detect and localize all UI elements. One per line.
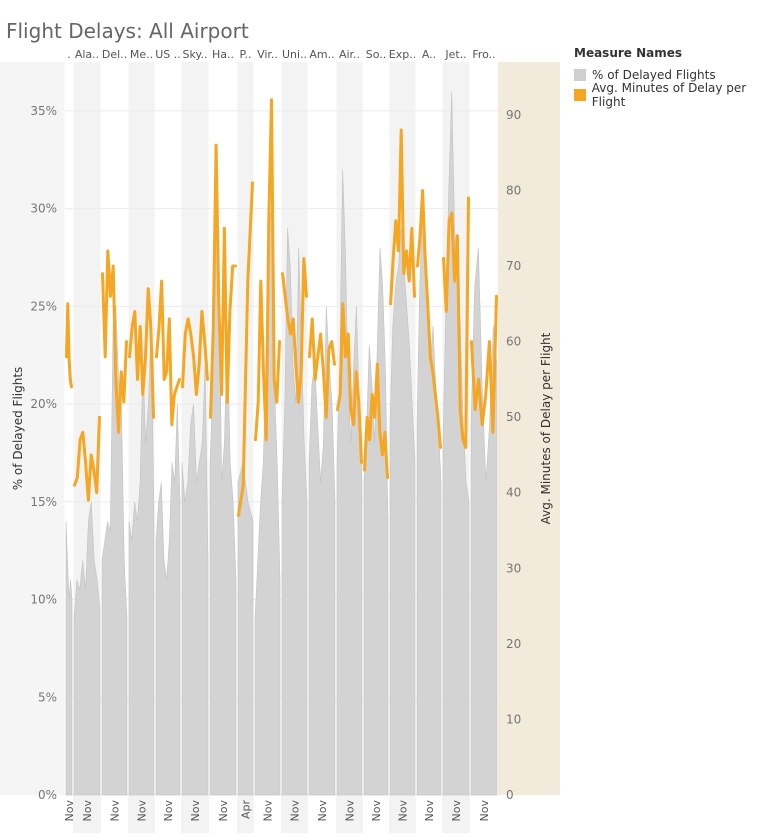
right-axis-tick-label: 30	[506, 561, 521, 575]
left-axis-title: % of Delayed Flights	[11, 367, 25, 491]
legend-label-delayed-pct: % of Delayed Flights	[592, 68, 716, 82]
airline-header: Jet..	[444, 48, 466, 61]
right-axis-tick-label: 50	[506, 410, 521, 424]
left-axis-tick-label: 30%	[30, 202, 57, 216]
left-axis-panel	[0, 62, 65, 795]
right-axis-tick-label: 80	[506, 183, 521, 197]
x-tick-label: Nov	[162, 800, 175, 822]
airline-header: P..	[240, 48, 252, 61]
avg-minutes-line-6	[209, 143, 237, 419]
right-axis-tick-label: 0	[506, 788, 514, 802]
right-axis-tick-label: 90	[506, 108, 521, 122]
x-tick-label: Nov	[217, 800, 230, 822]
avg-minutes-line-13	[389, 128, 416, 306]
right-axis-tick-label: 40	[506, 486, 521, 500]
airline-header: US ..	[155, 48, 181, 61]
right-axis-tick-label: 20	[506, 637, 521, 651]
x-tick-label: Nov	[81, 800, 94, 822]
left-axis-tick-label: 35%	[30, 104, 57, 118]
x-tick-label: Nov	[289, 800, 302, 822]
right-axis-panel	[498, 62, 560, 795]
avg-minutes-line-2	[101, 249, 128, 434]
x-tick-label: Nov	[450, 800, 463, 822]
avg-minutes-line-11	[336, 302, 363, 464]
x-tick-label: Nov	[370, 800, 383, 822]
delayed-pct-area-14	[416, 208, 442, 796]
x-tick-label: Nov	[136, 800, 149, 822]
avg-minutes-line-1	[73, 415, 101, 502]
delayed-pct-area-3	[128, 325, 155, 796]
airline-header: Uni..	[282, 48, 307, 61]
x-tick-label: Nov	[63, 800, 76, 822]
airline-header: Air..	[339, 48, 360, 61]
airline-header: Vir..	[257, 48, 278, 61]
x-tick-label: Nov	[262, 800, 275, 822]
right-axis-title: Avg. Minutes of Delay per Flight	[539, 332, 553, 524]
left-axis-tick-label: 5%	[38, 690, 57, 704]
avg-minutes-line-14	[416, 189, 442, 449]
airline-header: Am..	[309, 48, 334, 61]
avg-minutes-line-12	[363, 362, 389, 480]
x-tick-label: Apr	[240, 800, 253, 820]
delayed-pct-area-10	[308, 306, 336, 796]
avg-minutes-line-10	[308, 317, 336, 419]
airline-header: Sky..	[183, 48, 208, 61]
delayed-pct-area-13	[389, 228, 416, 796]
airline-header: Me..	[130, 48, 153, 61]
chart-title: Flight Delays: All Airport	[6, 19, 249, 44]
x-tick-label: Nov	[316, 800, 329, 822]
left-axis-tick-label: 25%	[30, 299, 57, 313]
airline-header: Fro..	[472, 48, 495, 61]
left-axis-tick-label: 20%	[30, 397, 57, 411]
delayed-pct-area-16	[470, 247, 498, 796]
left-axis-tick-label: 15%	[30, 495, 57, 509]
avg-minutes-line-0	[65, 302, 73, 389]
avg-minutes-line-9	[281, 257, 308, 404]
airline-header: Exp..	[389, 48, 416, 61]
delayed-pct-area-0	[65, 521, 73, 796]
x-tick-label: Nov	[109, 800, 122, 822]
legend-swatch-gray	[574, 69, 586, 81]
left-axis-tick-label: 0%	[38, 788, 57, 802]
airline-header: Ala..	[75, 48, 99, 61]
airline-header: Del..	[102, 48, 127, 61]
x-tick-label: Nov	[478, 800, 491, 822]
avg-minutes-line-4	[155, 279, 181, 427]
x-tick-label: Nov	[397, 800, 410, 822]
right-axis-tick-label: 70	[506, 259, 521, 273]
legend: Measure Names % of Delayed Flights Avg. …	[574, 46, 780, 109]
delayed-pct-area-4	[155, 404, 181, 796]
airline-header: Ha..	[212, 48, 234, 61]
legend-label-avg-minutes: Avg. Minutes of Delay per Flight	[591, 81, 747, 109]
legend-swatch-orange	[574, 89, 586, 101]
avg-minutes-line-15	[442, 196, 470, 449]
x-tick-label: Nov	[189, 800, 202, 822]
delayed-pct-area-2	[101, 306, 128, 796]
avg-minutes-line-5	[181, 309, 209, 396]
airline-header: So..	[366, 48, 387, 61]
avg-minutes-line-16	[470, 294, 498, 434]
right-axis-tick-label: 60	[506, 335, 521, 349]
delayed-pct-area-1	[73, 501, 101, 796]
legend-item-avg-minutes[interactable]: Avg. Minutes of Delay per Flight	[574, 81, 780, 109]
avg-minutes-line-3	[128, 287, 155, 419]
x-tick-label: Nov	[344, 800, 357, 822]
x-tick-label: Nov	[423, 800, 436, 822]
airline-header: .	[67, 48, 71, 61]
delayed-pct-area-12	[363, 247, 389, 796]
right-axis-tick-label: 10	[506, 712, 521, 726]
avg-minutes-line-8	[254, 98, 281, 442]
legend-title: Measure Names	[574, 46, 683, 60]
delayed-pct-area-5	[181, 364, 209, 796]
left-axis-tick-label: 10%	[30, 593, 57, 607]
airline-header: A..	[422, 48, 436, 61]
avg-minutes-line-7	[237, 181, 254, 517]
legend-item-delayed-pct[interactable]: % of Delayed Flights	[574, 65, 780, 85]
